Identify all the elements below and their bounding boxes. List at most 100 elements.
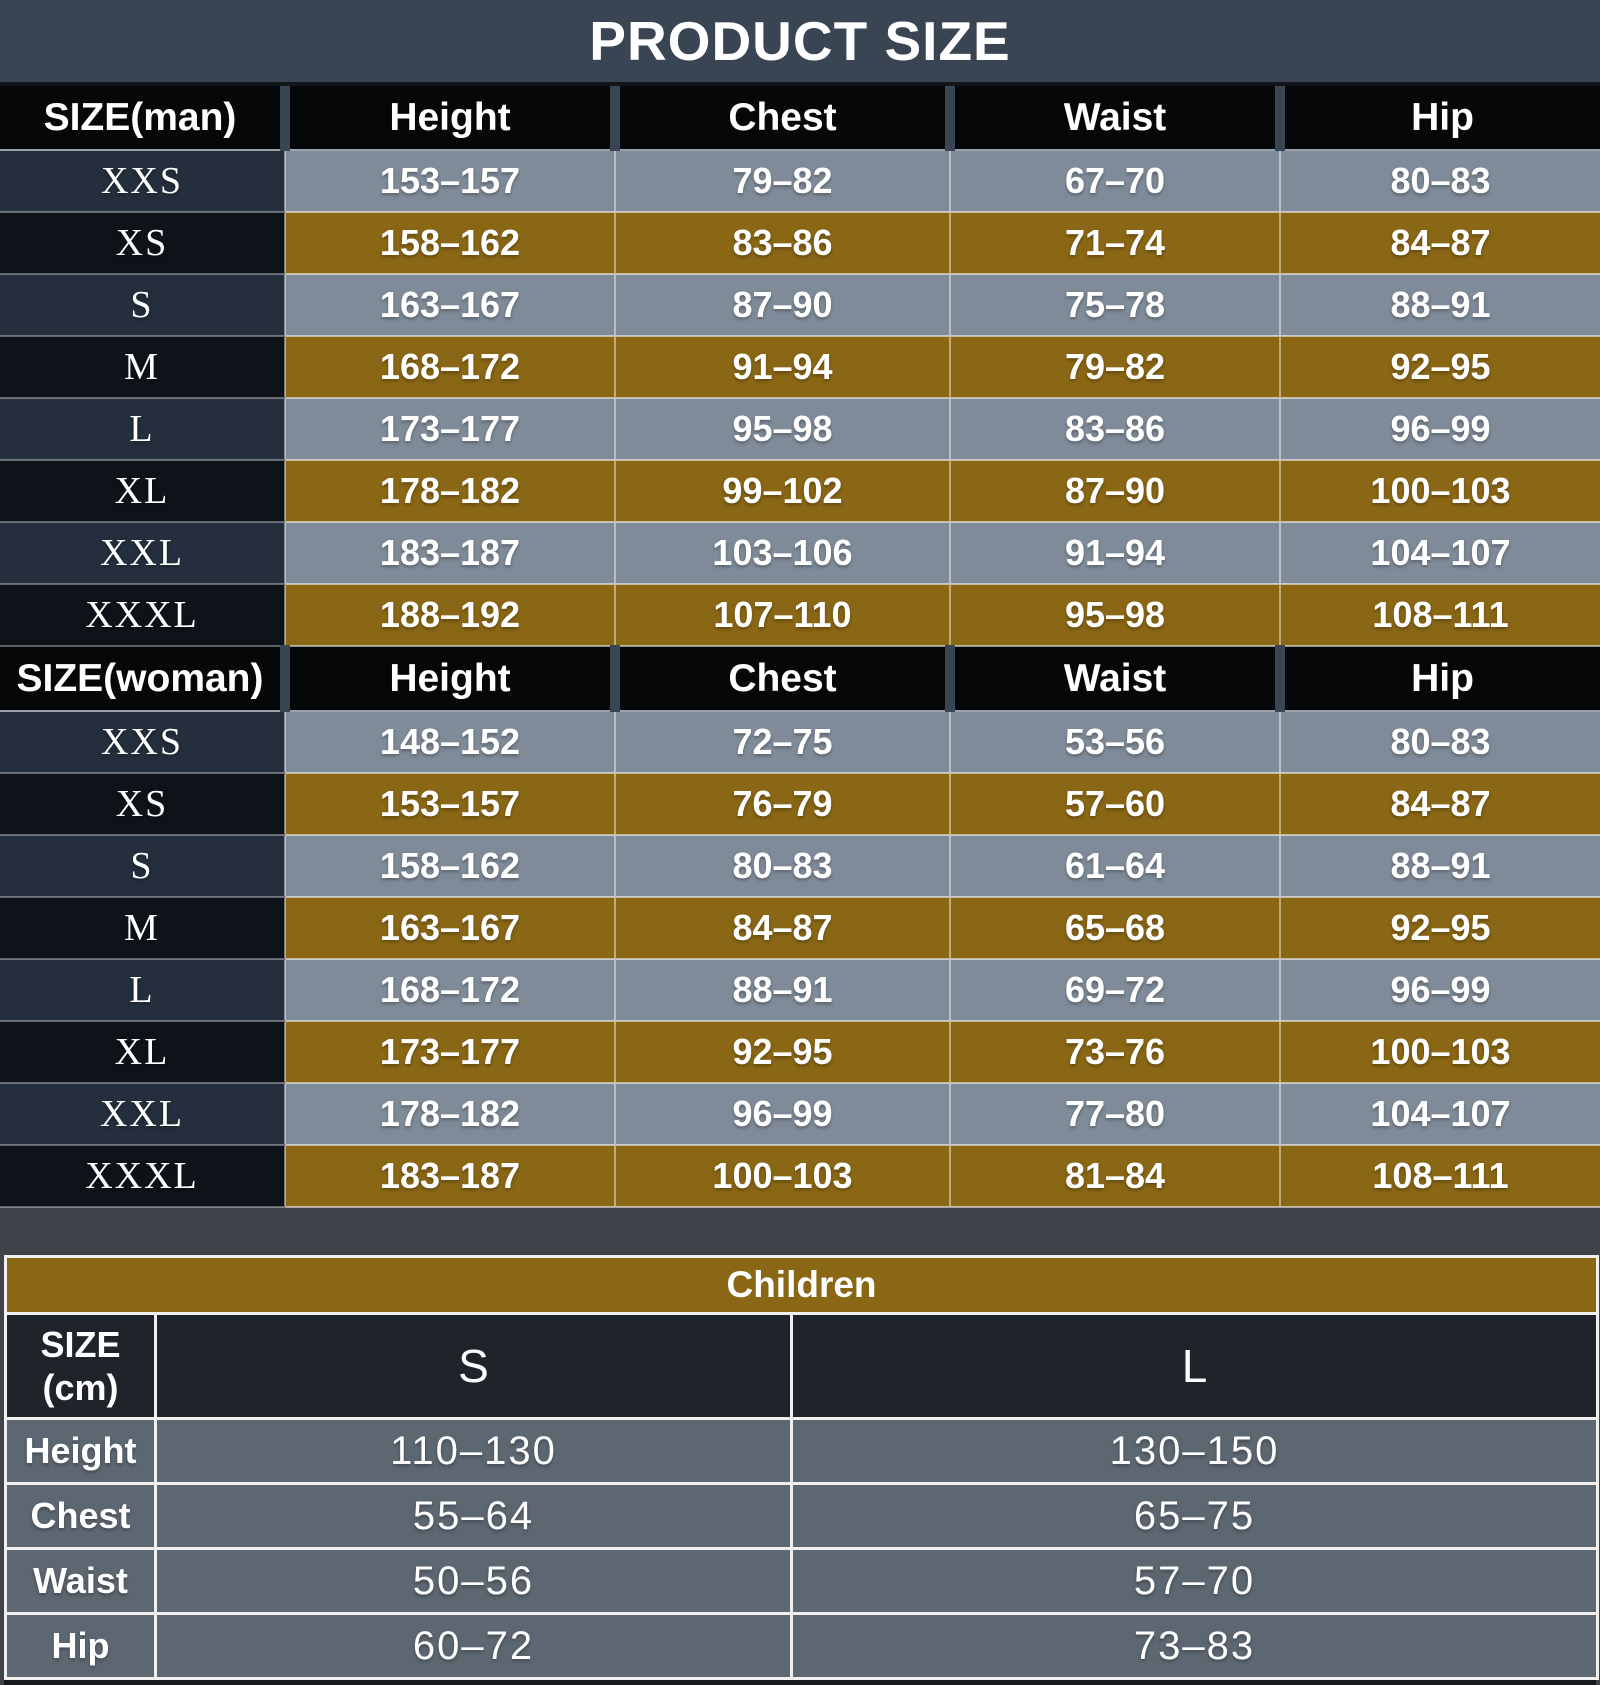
woman-size-label-cell: M [0,897,285,960]
children-measurement-cell: 50–56 [154,1547,793,1615]
man-measurement-cell: 75–78 [949,274,1280,337]
man-header-row: SIZE(man) Height Chest Waist Hip [0,86,1600,151]
man-height-column-header: Height [280,86,615,151]
children-measurement-cell: 130–150 [790,1417,1599,1485]
woman-measurement-cell: 148–152 [284,711,615,774]
woman-size-row: XXS 148–152 72–75 53–56 80–83 [0,711,1600,774]
woman-measurement-cell: 84–87 [614,897,950,960]
woman-measurement-cell: 178–182 [284,1083,615,1146]
woman-measurement-cell: 92–95 [1279,897,1600,960]
woman-size-row: XL 173–177 92–95 73–76 100–103 [0,1021,1600,1084]
woman-measurement-cell: 96–99 [614,1083,950,1146]
man-measurement-cell: 71–74 [949,212,1280,275]
children-column-s-header: S [154,1312,793,1420]
children-size-label-line1: SIZE [40,1323,121,1365]
woman-measurement-cell: 72–75 [614,711,950,774]
children-measurement-cell: 65–75 [790,1482,1599,1550]
children-measurement-cell: 110–130 [154,1417,793,1485]
man-waist-column-header: Waist [945,86,1280,151]
man-measurement-cell: 88–91 [1279,274,1600,337]
man-measurement-cell: 92–95 [1279,336,1600,399]
children-title-row: Children [4,1255,1599,1315]
children-measure-label-cell: Height [4,1417,157,1485]
woman-measurement-cell: 100–103 [614,1145,950,1208]
children-measure-label-cell: Hip [4,1612,157,1680]
woman-measurement-cell: 163–167 [284,897,615,960]
man-measurement-cell: 100–103 [1279,460,1600,523]
woman-measurement-cell: 108–111 [1279,1145,1600,1208]
man-measurement-cell: 158–162 [284,212,615,275]
woman-measurement-cell: 76–79 [614,773,950,836]
woman-measurement-cell: 173–177 [284,1021,615,1084]
man-size-row: M 168–172 91–94 79–82 92–95 [0,336,1600,399]
woman-hip-column-header: Hip [1275,646,1600,712]
children-header-row: SIZE (cm) S L [4,1312,1599,1420]
man-table-header: SIZE(man) Height Chest Waist Hip [0,86,1600,151]
woman-size-column-header: SIZE(woman) [0,646,285,712]
woman-table-header: SIZE(woman) Height Chest Waist Hip [0,646,1600,712]
children-size-row: Waist 50–56 57–70 [4,1547,1599,1615]
man-size-row: XXS 153–157 79–82 67–70 80–83 [0,150,1600,213]
woman-size-row: XXL 178–182 96–99 77–80 104–107 [0,1083,1600,1146]
man-measurement-cell: 80–83 [1279,150,1600,213]
woman-size-label-cell: L [0,959,285,1022]
woman-measurement-cell: 57–60 [949,773,1280,836]
man-measurement-cell: 91–94 [949,522,1280,585]
woman-table-body: XXS 148–152 72–75 53–56 80–83 XS 153–157 76–79 5… [0,711,1600,1208]
man-measurement-cell: 104–107 [1279,522,1600,585]
woman-size-row: M 163–167 84–87 65–68 92–95 [0,897,1600,960]
children-measurement-cell: 57–70 [790,1547,1599,1615]
man-measurement-cell: 153–157 [284,150,615,213]
man-measurement-cell: 67–70 [949,150,1280,213]
woman-size-label-cell: XS [0,773,285,836]
man-measurement-cell: 173–177 [284,398,615,461]
woman-measurement-cell: 158–162 [284,835,615,898]
page-title: PRODUCT SIZE [589,10,1011,72]
man-size-row: S 163–167 87–90 75–78 88–91 [0,274,1600,337]
woman-size-label-cell: XXXL [0,1145,285,1208]
man-measurement-cell: 107–110 [614,584,950,647]
woman-header-row: SIZE(woman) Height Chest Waist Hip [0,646,1600,712]
woman-measurement-cell: 88–91 [1279,835,1600,898]
man-measurement-cell: 83–86 [949,398,1280,461]
man-measurement-cell: 95–98 [614,398,950,461]
children-size-row: Hip 60–72 73–83 [4,1612,1599,1680]
woman-measurement-cell: 73–76 [949,1021,1280,1084]
woman-measurement-cell: 88–91 [614,959,950,1022]
man-size-label-cell: XXL [0,522,285,585]
children-size-label-line2: (cm) [42,1367,119,1408]
woman-measurement-cell: 168–172 [284,959,615,1022]
woman-size-label-cell: XXL [0,1083,285,1146]
children-measurement-cell: 60–72 [154,1612,793,1680]
woman-chest-column-header: Chest [610,646,950,712]
woman-measurement-cell: 65–68 [949,897,1280,960]
woman-size-label-cell: S [0,835,285,898]
man-size-column-header: SIZE(man) [0,86,285,151]
woman-measurement-cell: 104–107 [1279,1083,1600,1146]
woman-measurement-cell: 84–87 [1279,773,1600,836]
man-size-row: XXXL 188–192 107–110 95–98 108–111 [0,584,1600,647]
woman-measurement-cell: 61–64 [949,835,1280,898]
man-measurement-cell: 79–82 [949,336,1280,399]
woman-measurement-cell: 183–187 [284,1145,615,1208]
children-table-body: Height 110–130 130–150 Chest 55–64 65–75 Waist… [4,1417,1599,1680]
man-measurement-cell: 91–94 [614,336,950,399]
man-measurement-cell: 178–182 [284,460,615,523]
woman-size-label-cell: XXS [0,711,285,774]
woman-height-column-header: Height [280,646,615,712]
woman-measurement-cell: 77–80 [949,1083,1280,1146]
woman-measurement-cell: 69–72 [949,959,1280,1022]
man-table-body: XXS 153–157 79–82 67–70 80–83 XS 158–162 83–86 7… [0,150,1600,647]
children-measurement-cell: 55–64 [154,1482,793,1550]
man-chest-column-header: Chest [610,86,950,151]
man-size-label-cell: L [0,398,285,461]
woman-measurement-cell: 53–56 [949,711,1280,774]
man-size-label-cell: XXXL [0,584,285,647]
man-measurement-cell: 108–111 [1279,584,1600,647]
children-measure-label-cell: Chest [4,1482,157,1550]
children-measurement-cell: 73–83 [790,1612,1599,1680]
man-size-row: XS 158–162 83–86 71–74 84–87 [0,212,1600,275]
bottom-edge [4,1680,1596,1685]
woman-measurement-cell: 96–99 [1279,959,1600,1022]
